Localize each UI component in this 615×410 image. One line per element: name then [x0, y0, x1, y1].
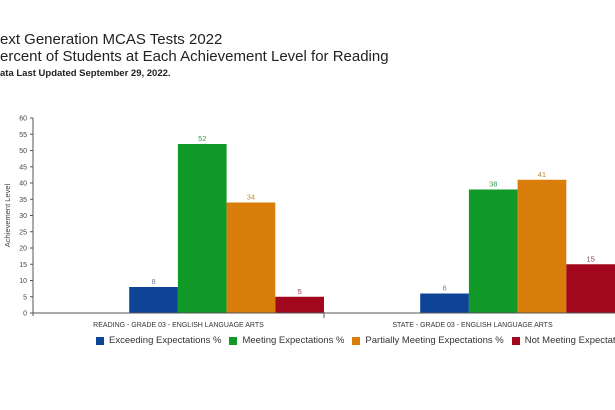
y-tick-label: 50: [19, 148, 27, 155]
legend: Exceeding Expectations % Meeting Expectat…: [96, 335, 615, 346]
data-label: 8: [151, 277, 155, 286]
y-tick-label: 55: [19, 132, 27, 139]
y-tick-label: 25: [19, 229, 27, 236]
legend-label: Not Meeting Expectations %: [524, 335, 615, 346]
y-tick-label: 60: [19, 116, 27, 123]
data-label: 38: [489, 180, 497, 189]
data-label: 41: [538, 170, 546, 179]
y-tick-label: 10: [19, 278, 27, 285]
bar: [129, 287, 178, 313]
x-tick-label: STATE - GRADE 03 - ENGLISH LANGUAGE ARTS: [392, 322, 553, 329]
y-tick-label: 0: [23, 311, 27, 318]
bar: [517, 179, 567, 313]
chart-title: ext Generation MCAS Tests 2022: [0, 31, 223, 48]
legend-swatch: [229, 336, 238, 345]
chart-subtitle: ercent of Students at Each Achievement L…: [0, 48, 389, 65]
x-tick-label: READING - GRADE 03 - ENGLISH LANGUAGE AR…: [93, 322, 264, 329]
y-tick-label: 40: [19, 181, 27, 188]
legend-swatch: [96, 336, 104, 345]
bar: [420, 293, 469, 313]
bar: [468, 189, 518, 313]
bar: [566, 264, 615, 313]
bar: [226, 202, 276, 313]
bar: [177, 144, 227, 313]
legend-item[interactable]: Partially Meeting Expectations %: [352, 335, 504, 346]
legend-swatch: [352, 336, 361, 345]
legend-item[interactable]: Not Meeting Expectations %: [511, 335, 615, 346]
y-tick-label: 5: [23, 294, 27, 301]
y-tick-label: 35: [19, 197, 27, 204]
y-tick-label: 20: [19, 246, 27, 253]
bar: [275, 296, 324, 313]
legend-item[interactable]: Exceeding Expectations %: [96, 335, 221, 346]
legend-swatch: [511, 336, 520, 345]
legend-label: Partially Meeting Expectations %: [365, 335, 504, 346]
y-tick-label: 30: [19, 213, 27, 220]
legend-item[interactable]: Meeting Expectations %: [229, 335, 344, 346]
y-tick-label: 15: [19, 262, 27, 269]
data-label: 5: [298, 287, 302, 296]
legend-label: Meeting Expectations %: [242, 335, 345, 346]
y-tick-label: 45: [19, 164, 27, 171]
y-axis-title: Achievement Level: [3, 183, 12, 247]
data-label: 34: [247, 193, 255, 202]
data-label: 6: [442, 284, 446, 293]
data-label: 52: [198, 134, 206, 143]
legend-label: Exceeding Expectations %: [109, 335, 222, 346]
last-updated: ata Last Updated September 29, 2022.: [0, 68, 171, 79]
data-label: 15: [586, 254, 594, 263]
